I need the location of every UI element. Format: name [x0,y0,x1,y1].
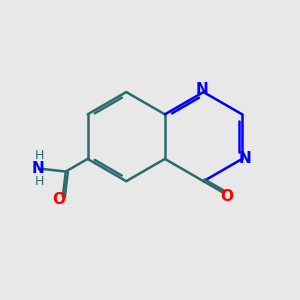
Text: O: O [220,189,233,204]
Text: N: N [31,161,44,176]
Text: O: O [52,192,65,207]
Text: N: N [239,152,251,166]
Text: H: H [34,149,44,162]
Text: N: N [196,82,208,97]
Text: H: H [34,176,44,188]
